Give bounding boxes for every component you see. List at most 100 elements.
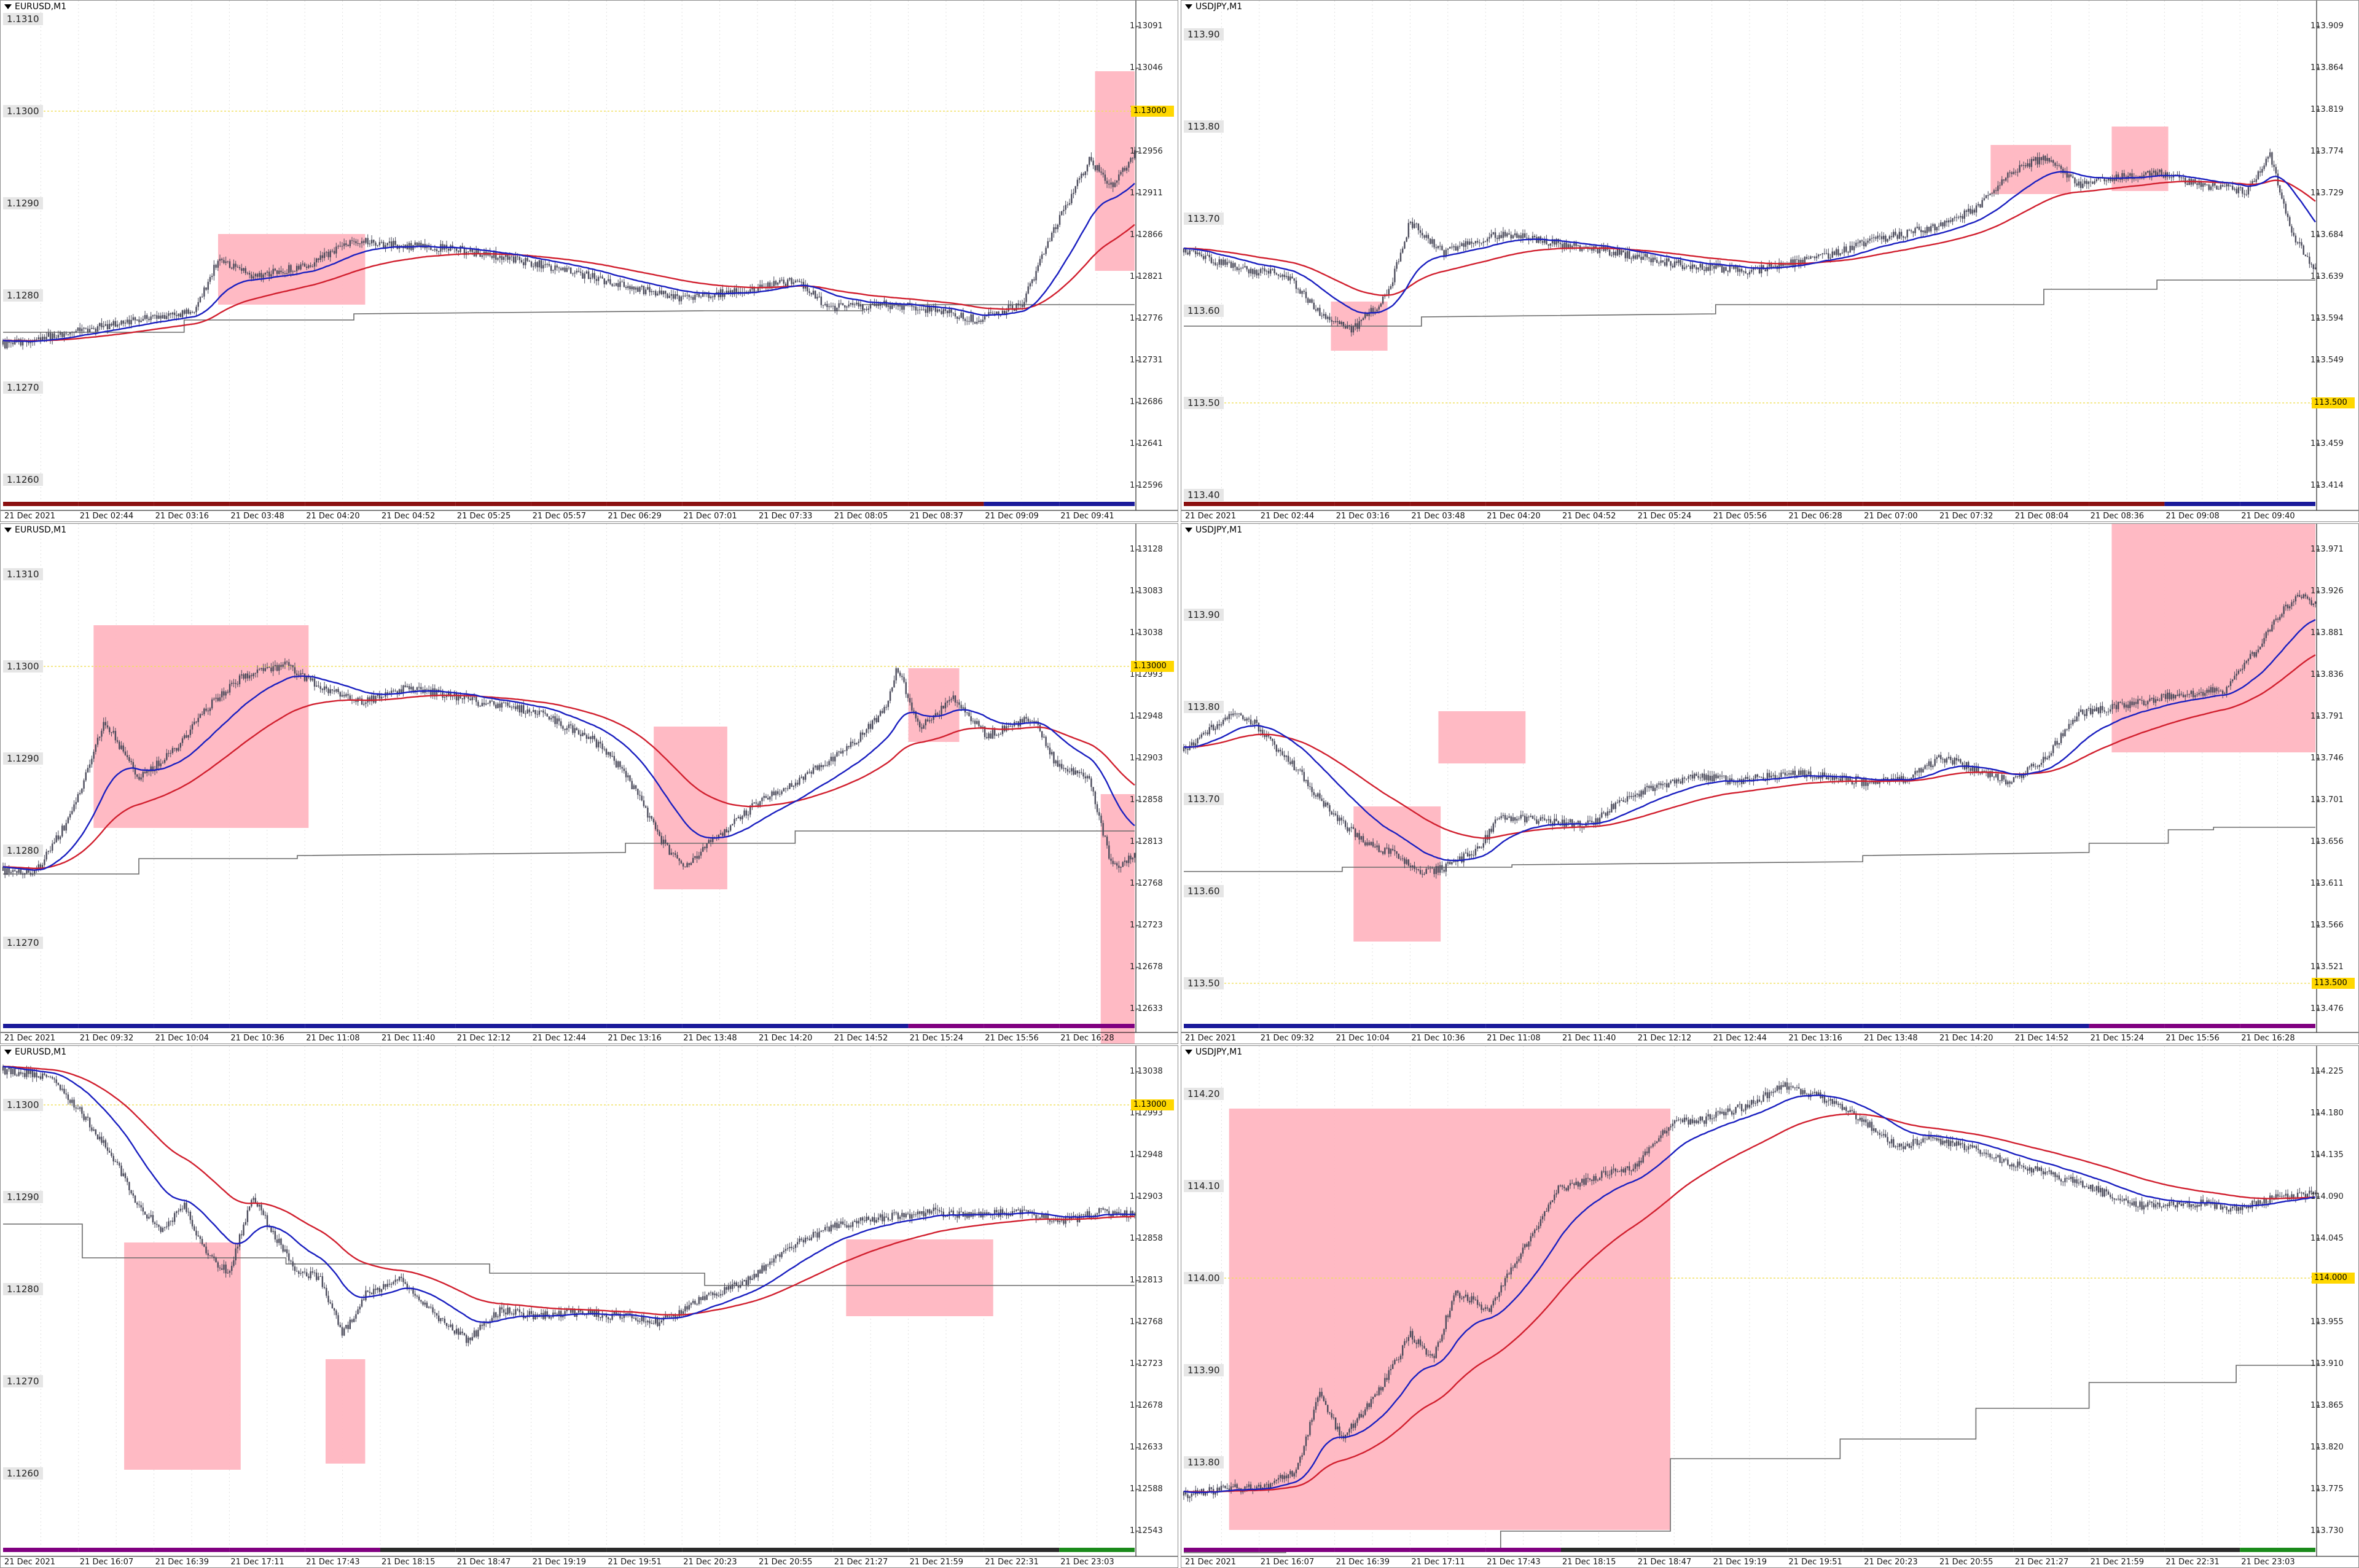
candle xyxy=(2064,1174,2066,1187)
left-price-label: 114.00 xyxy=(1184,1272,1224,1284)
candle xyxy=(799,278,800,283)
candle xyxy=(1486,830,1489,843)
candle xyxy=(800,1236,802,1242)
candle xyxy=(1431,1353,1433,1359)
chart-symbol-title[interactable]: USDJPY,M1 xyxy=(1185,525,1242,535)
dropdown-triangle-icon[interactable] xyxy=(1185,1050,1192,1055)
candle xyxy=(367,1290,369,1293)
candle xyxy=(1587,815,1589,827)
session-bar-segment xyxy=(531,1548,607,1552)
candle xyxy=(266,1212,268,1230)
dropdown-triangle-icon[interactable] xyxy=(4,4,12,9)
chart-symbol-title[interactable]: USDJPY,M1 xyxy=(1185,1047,1242,1057)
candle xyxy=(1703,1120,1705,1127)
candle xyxy=(2177,1201,2178,1212)
candle xyxy=(1352,824,1355,830)
candle xyxy=(802,776,805,784)
candle xyxy=(992,310,994,315)
dropdown-triangle-icon[interactable] xyxy=(4,1050,12,1055)
candle xyxy=(1924,227,1926,236)
candle xyxy=(453,1330,456,1336)
candle xyxy=(168,310,170,321)
candle xyxy=(783,1247,784,1254)
candle xyxy=(1102,820,1104,838)
candle xyxy=(1660,781,1662,789)
candle xyxy=(1000,1206,1001,1220)
symbol-label: EURUSD,M1 xyxy=(15,525,67,535)
chart-panel-eurusd-2[interactable]: EURUSD,M1 1.1310 1.1300 1.1290 1.1280 1.1270 1… xyxy=(0,523,1178,1044)
candle xyxy=(2247,186,2250,198)
candle xyxy=(757,1270,759,1281)
candle xyxy=(380,240,383,244)
candle xyxy=(1321,795,1323,802)
session-bar-segment xyxy=(1863,1024,1938,1028)
chart-canvas[interactable] xyxy=(1181,524,2359,1044)
session-bar-segment xyxy=(1712,1024,1788,1028)
candle xyxy=(321,687,324,693)
candle xyxy=(122,743,124,754)
candle xyxy=(1356,1417,1358,1426)
candle xyxy=(1812,776,1813,782)
candle xyxy=(1668,1126,1670,1136)
chart-canvas[interactable] xyxy=(1181,1046,2359,1568)
axis-price-label: 1.12776 xyxy=(1130,314,1163,323)
dropdown-triangle-icon[interactable] xyxy=(1185,4,1192,9)
chart-symbol-title[interactable]: EURUSD,M1 xyxy=(4,2,66,12)
candle xyxy=(2058,163,2060,168)
candle xyxy=(1770,1090,1772,1096)
candle xyxy=(1277,747,1280,753)
candle xyxy=(1778,258,1780,273)
candle xyxy=(941,702,942,720)
candle xyxy=(1202,731,1205,736)
candle xyxy=(1230,711,1232,720)
candle xyxy=(1112,181,1114,192)
chart-canvas[interactable] xyxy=(1,1,1178,522)
candle xyxy=(1319,789,1321,801)
candle xyxy=(300,262,302,271)
candle xyxy=(659,830,660,837)
axis-price-label: 1.12948 xyxy=(1130,712,1163,721)
chart-symbol-title[interactable]: EURUSD,M1 xyxy=(4,1047,66,1057)
session-bar-segment xyxy=(1787,1024,1863,1028)
chart-panel-usdjpy-2[interactable]: USDJPY,M1 113.90 113.80 113.70 113.60 113.50 1… xyxy=(1181,523,2359,1044)
session-bar-segment xyxy=(1059,502,1135,506)
dropdown-triangle-icon[interactable] xyxy=(1185,528,1192,532)
candle xyxy=(223,1260,225,1274)
chart-canvas[interactable] xyxy=(1,524,1178,1044)
chart-panel-eurusd-1[interactable]: EURUSD,M1 1.1310 1.1300 1.1290 1.1280 1.1270 1… xyxy=(0,0,1178,522)
candle xyxy=(1782,769,1784,774)
candle xyxy=(1427,1349,1430,1357)
candle xyxy=(662,836,665,848)
candle xyxy=(1339,815,1340,825)
candle xyxy=(1324,1398,1327,1405)
session-bar-segment xyxy=(2240,1548,2315,1552)
chart-canvas[interactable] xyxy=(1181,1,2359,522)
chart-panel-usdjpy-1[interactable]: USDJPY,M1 113.90 113.80 113.70 113.60 113.50 1… xyxy=(1181,0,2359,522)
candle xyxy=(747,811,749,821)
chart-symbol-title[interactable]: USDJPY,M1 xyxy=(1185,2,1242,12)
candle xyxy=(489,1319,491,1328)
candle xyxy=(1855,240,1857,248)
time-axis-label: 21 Dec 05:57 xyxy=(532,512,587,521)
candle xyxy=(225,690,227,699)
dropdown-triangle-icon[interactable] xyxy=(4,528,12,532)
chart-panel-usdjpy-3[interactable]: USDJPY,M1 114.20 114.10 114.00 113.90 113.80 1… xyxy=(1181,1045,2359,1568)
candle xyxy=(968,1211,970,1220)
candle xyxy=(1926,225,1928,235)
chart-symbol-title[interactable]: EURUSD,M1 xyxy=(4,525,66,535)
candle xyxy=(171,311,174,319)
candle xyxy=(1532,1231,1534,1238)
candle xyxy=(633,286,635,295)
chart-panel-eurusd-3[interactable]: EURUSD,M1 1.1300 1.1290 1.1280 1.1270 1.1260 1… xyxy=(0,1045,1178,1568)
candle xyxy=(874,716,875,725)
candle xyxy=(2141,696,2143,704)
candle xyxy=(168,1217,170,1230)
candle xyxy=(680,295,683,305)
chart-canvas[interactable] xyxy=(1,1046,1178,1568)
candle xyxy=(982,314,984,324)
time-axis-label: 21 Dec 12:12 xyxy=(456,1034,511,1043)
candle xyxy=(678,858,680,865)
candle xyxy=(126,317,128,325)
candle xyxy=(1226,258,1228,267)
candle xyxy=(138,1201,140,1208)
